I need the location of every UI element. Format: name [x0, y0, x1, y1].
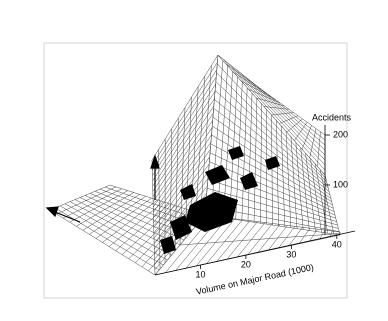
mesh-line: [153, 171, 209, 244]
mesh-line: [54, 207, 160, 271]
mesh-line: [234, 67, 326, 161]
surface-mesh: [49, 54, 341, 276]
mesh-line: [211, 134, 333, 206]
x-axis-label: Volume on Major Road (1000): [195, 262, 315, 297]
mesh-line: [215, 81, 328, 186]
mesh-line: [209, 161, 336, 216]
mesh-line: [217, 54, 326, 176]
x-tick-label: 30: [286, 249, 296, 259]
mesh-line: [151, 62, 218, 166]
mesh-line: [207, 188, 338, 226]
mesh-line: [245, 76, 326, 151]
frame: [43, 42, 348, 299]
mesh-line: [239, 72, 326, 156]
mesh-line: [250, 81, 326, 146]
mesh-line: [153, 134, 212, 218]
arrow-head: [45, 206, 59, 218]
x-axis: [154, 230, 356, 276]
patch: [160, 236, 176, 254]
mesh-line: [59, 205, 164, 266]
mesh-line: [153, 149, 211, 229]
z-tick-label: 200: [333, 129, 348, 139]
mesh-line: [213, 108, 331, 196]
mesh-line: [261, 89, 326, 136]
mesh-line: [64, 203, 168, 261]
dark-patches: [160, 146, 280, 254]
patch: [265, 156, 280, 170]
mesh-line: [89, 193, 189, 236]
z-axis-label: Accidents: [312, 112, 352, 122]
patch: [228, 146, 244, 160]
mesh-line: [152, 105, 215, 197]
mesh-line: [152, 91, 216, 187]
mesh-line: [152, 69, 218, 171]
mesh-line: [152, 83, 216, 182]
z-tick-label: 100: [333, 179, 348, 189]
patch: [240, 172, 258, 190]
mesh-line: [154, 178, 209, 250]
mesh-line: [74, 199, 176, 251]
mesh-line: [153, 127, 213, 213]
mesh-line: [228, 63, 326, 166]
mesh-line: [208, 170, 336, 219]
mesh-line: [216, 72, 327, 182]
mesh-line: [49, 209, 156, 276]
mesh-line: [256, 85, 326, 141]
arrow-head: [150, 154, 160, 169]
mesh-line: [153, 163, 210, 239]
mesh-line: [223, 59, 326, 171]
mesh-line: [207, 179, 337, 222]
mesh-line: [153, 120, 213, 208]
mesh-line: [152, 76, 217, 176]
mesh-line: [153, 156, 210, 234]
mesh-line: [179, 233, 341, 246]
mesh-line: [214, 99, 330, 192]
arrows: [45, 154, 160, 223]
mesh-line: [209, 152, 335, 212]
mesh-line: [217, 63, 327, 179]
mesh-line: [152, 98, 215, 192]
patch: [185, 192, 238, 232]
mesh-line: [84, 195, 185, 241]
mesh-line: [153, 142, 212, 223]
mesh-line: [151, 54, 219, 161]
x-tick-label: 40: [332, 239, 342, 249]
mesh-line: [69, 201, 172, 256]
patch: [170, 215, 192, 240]
patch: [180, 184, 196, 200]
patch: [205, 165, 230, 185]
mesh-line: [214, 90, 329, 189]
x-tick-label: 20: [241, 259, 251, 269]
x-tick-label: 10: [195, 269, 205, 279]
mesh-line: [152, 113, 214, 202]
